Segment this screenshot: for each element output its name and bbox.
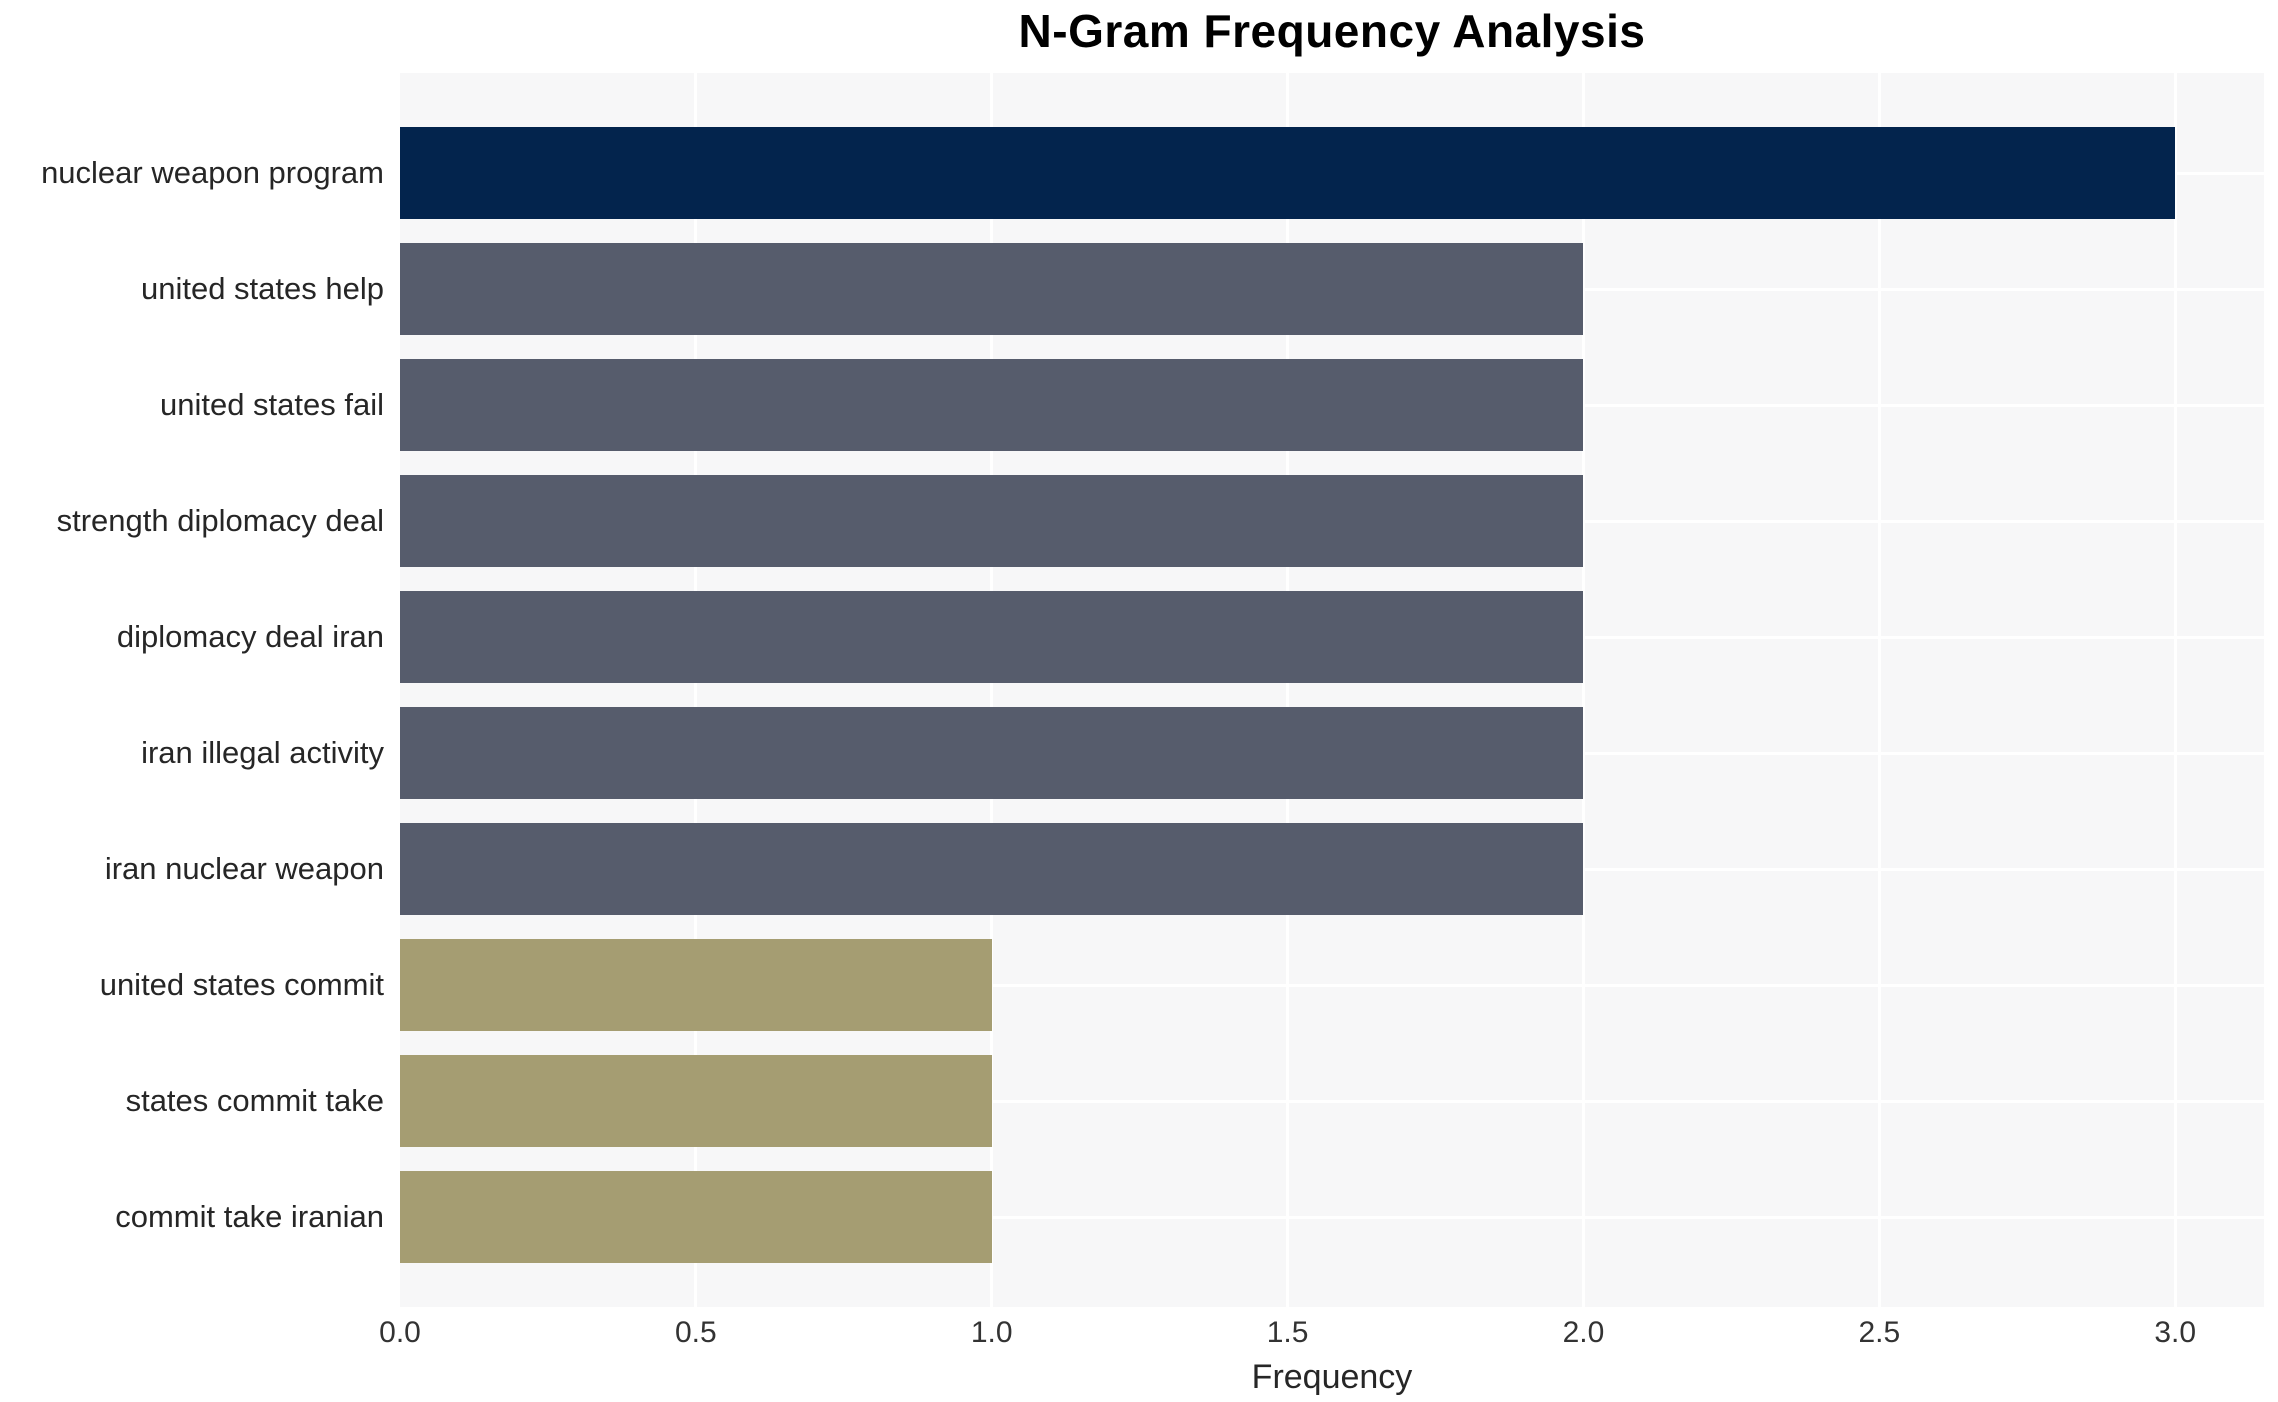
bar-row bbox=[400, 927, 2264, 1043]
bar bbox=[400, 1171, 992, 1263]
bar bbox=[400, 127, 2176, 219]
gridline-horizontal bbox=[400, 1215, 2264, 1219]
bar-row bbox=[400, 231, 2264, 347]
x-axis-ticks: 0.0 0.5 1.0 1.5 2.0 2.5 3.0 bbox=[379, 1316, 2264, 1358]
gridline-vertical bbox=[694, 73, 698, 1307]
category-label: strength diplomacy deal bbox=[56, 503, 384, 538]
bar bbox=[400, 707, 1584, 799]
x-tick-label: 0.5 bbox=[675, 1316, 717, 1349]
x-tick-label: 1.5 bbox=[1266, 1316, 1309, 1349]
bar bbox=[400, 823, 1584, 915]
bar bbox=[400, 1055, 992, 1147]
bar-row bbox=[400, 1043, 2264, 1159]
plot-area bbox=[400, 73, 2264, 1307]
category-label: nuclear weapon program bbox=[41, 155, 384, 190]
gridline-vertical bbox=[1286, 73, 1290, 1307]
x-tick-label: 2.0 bbox=[1562, 1316, 1605, 1349]
bar bbox=[400, 591, 1584, 683]
bar-rows bbox=[400, 73, 2264, 1307]
gridline-vertical bbox=[1581, 73, 1585, 1307]
bar-row bbox=[400, 579, 2264, 695]
category-label: united states help bbox=[140, 271, 384, 306]
category-label: united states fail bbox=[159, 387, 384, 422]
category-label: iran nuclear weapon bbox=[104, 851, 384, 886]
gridline-horizontal bbox=[400, 983, 2264, 987]
gridline-horizontal bbox=[400, 1099, 2264, 1103]
bar-row bbox=[400, 347, 2264, 463]
x-tick-label: 2.5 bbox=[1858, 1316, 1901, 1349]
y-axis-labels: nuclear weapon program united states help… bbox=[0, 73, 384, 1307]
category-label: commit take iranian bbox=[115, 1199, 384, 1234]
x-axis-title: Frequency bbox=[1251, 1358, 1413, 1396]
gridline-vertical bbox=[1877, 73, 1881, 1307]
bar bbox=[400, 243, 1584, 335]
category-label: united states commit bbox=[99, 967, 384, 1002]
category-label: diplomacy deal iran bbox=[116, 619, 384, 654]
bar-row bbox=[400, 115, 2264, 231]
x-tick-label: 1.0 bbox=[970, 1316, 1013, 1349]
bar-row bbox=[400, 1159, 2264, 1275]
x-tick-label: 0.0 bbox=[379, 1316, 421, 1349]
category-label: iran illegal activity bbox=[141, 735, 384, 770]
category-label: states commit take bbox=[125, 1083, 384, 1118]
gridline-vertical bbox=[2173, 73, 2177, 1307]
bar bbox=[400, 939, 992, 1031]
chart-title: N-Gram Frequency Analysis bbox=[1018, 5, 1646, 57]
x-tick-label: 3.0 bbox=[2154, 1316, 2197, 1349]
bar-row bbox=[400, 463, 2264, 579]
bar bbox=[400, 359, 1584, 451]
bar-row bbox=[400, 811, 2264, 927]
bar-row bbox=[400, 695, 2264, 811]
gridline-vertical bbox=[990, 73, 994, 1307]
bar bbox=[400, 475, 1584, 567]
